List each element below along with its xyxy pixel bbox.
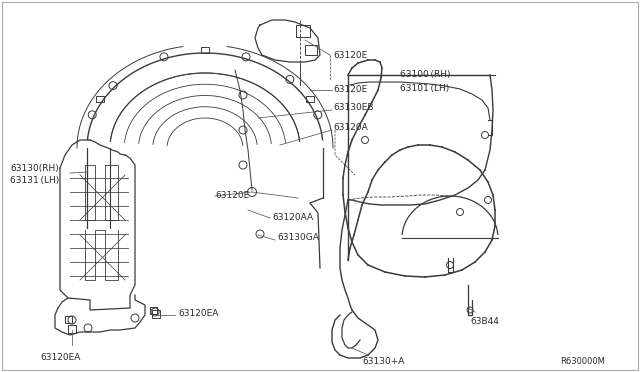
Bar [152,310,160,318]
Text: 63120EA: 63120EA [178,310,218,318]
Bar [65,316,72,323]
Text: 63131 (LH): 63131 (LH) [10,176,60,186]
Text: 63130GA: 63130GA [277,234,319,243]
Text: 63130+A: 63130+A [362,357,404,366]
Bar [296,25,310,37]
Text: 63120E: 63120E [333,51,367,60]
Text: 63B44: 63B44 [470,317,499,327]
Bar [96,96,104,102]
Text: R630000M: R630000M [560,357,605,366]
Bar [306,96,314,102]
Text: 63101 (LH): 63101 (LH) [400,83,449,93]
Text: 63100 (RH): 63100 (RH) [400,71,451,80]
Bar [150,307,157,314]
Text: 63130(RH): 63130(RH) [10,164,59,173]
Text: 63120EA: 63120EA [40,353,81,362]
Text: 63120AA: 63120AA [272,214,313,222]
Text: 63120A: 63120A [333,124,368,132]
Text: 63120E: 63120E [215,190,249,199]
Bar [305,45,317,55]
Bar [68,325,76,333]
Text: 63120E: 63120E [333,86,367,94]
Text: 63130EB: 63130EB [333,103,374,112]
Bar [201,47,209,53]
